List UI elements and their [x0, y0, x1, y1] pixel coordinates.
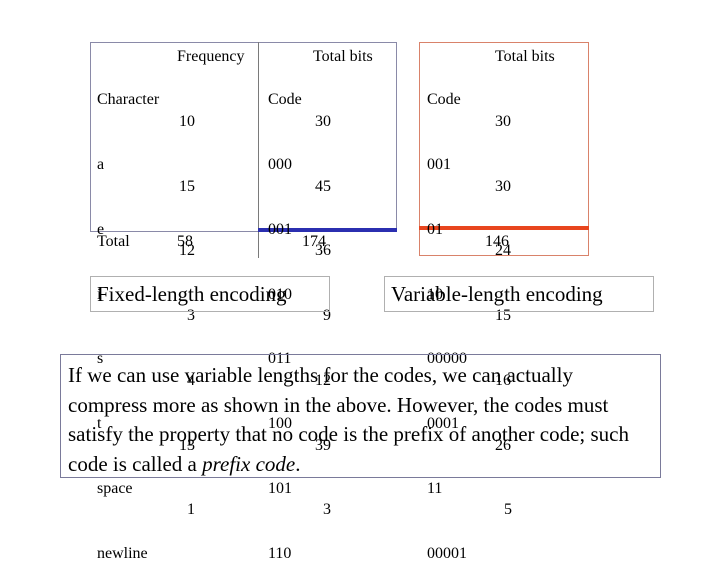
cell-character: e	[97, 220, 105, 238]
fixed-table-divider	[258, 42, 259, 258]
cell-character: t	[97, 415, 102, 433]
note-period: .	[295, 451, 301, 476]
cell-total-bits: 9	[323, 307, 331, 325]
cell-total-bits: 5	[504, 501, 512, 519]
fixed-table-frame	[90, 42, 397, 232]
cell-code: 10	[427, 285, 443, 303]
variable-total-bits: 146	[485, 233, 509, 250]
note-text: If we can use variable lengths for the c…	[68, 363, 629, 476]
cell-code: 11	[427, 479, 443, 497]
cell-code: 001	[427, 155, 451, 173]
cell-frequency: 10	[179, 112, 195, 130]
cell-code: 01	[427, 220, 443, 238]
cell-frequency: 15	[179, 177, 195, 195]
cell-total-bits: 24	[495, 242, 511, 260]
cell-total-bits: 39	[315, 436, 331, 454]
cell-code: 000	[268, 155, 292, 173]
cell-total-bits: 16	[495, 371, 511, 389]
cell-total-bits: 45	[315, 177, 331, 195]
prefix-code-term: prefix code	[202, 451, 296, 476]
cell-frequency: 12	[179, 242, 195, 260]
total-frequency: 58	[177, 233, 193, 250]
explanation-note: If we can use variable lengths for the c…	[60, 354, 661, 478]
cell-total-bits: 3	[323, 501, 331, 519]
cell-frequency: 13	[179, 436, 195, 454]
cell-code: 00001	[427, 544, 467, 562]
fixed-bits-column: 30 45 36 9 12 39 3	[300, 68, 331, 543]
cell-frequency: 4	[187, 371, 195, 389]
cell-total-bits: 26	[495, 436, 511, 454]
cell-code: 001	[268, 220, 292, 238]
cell-code: 110	[268, 544, 292, 562]
fixed-length-label: Fixed-length encoding	[90, 276, 330, 312]
variable-table-rule	[419, 226, 589, 230]
cell-code: 0001	[427, 415, 459, 433]
variable-length-label: Variable-length encoding	[384, 276, 654, 312]
character-column: Character a e i s t space newline	[97, 46, 159, 586]
header-code: Code	[268, 91, 302, 109]
variable-bits-column: 30 30 24 15 16 26 5	[495, 68, 512, 543]
fixed-total-bits: 174	[302, 233, 326, 250]
header-character: Character	[97, 91, 160, 109]
cell-character: s	[97, 350, 104, 368]
variable-table-frame	[419, 42, 589, 256]
cell-total-bits: 36	[315, 242, 331, 260]
header-total-bits: Total bits	[313, 48, 373, 65]
frequency-column: 10 15 12 3 4 13 1	[160, 68, 195, 543]
cell-total-bits: 30	[495, 112, 511, 130]
cell-character: i	[97, 285, 102, 303]
total-label: Total	[97, 233, 130, 250]
cell-total-bits: 12	[315, 371, 331, 389]
cell-character: newline	[97, 544, 148, 562]
cell-code: 010	[268, 285, 292, 303]
cell-character: a	[97, 155, 105, 173]
cell-total-bits: 30	[315, 112, 331, 130]
cell-total-bits: 30	[495, 177, 511, 195]
header-frequency: Frequency	[177, 48, 245, 65]
variable-code-column: Code 001 01 10 00000 0001 11 00001	[427, 46, 467, 586]
header-code: Code	[427, 91, 461, 109]
fixed-table-rule	[258, 228, 397, 232]
cell-frequency: 1	[187, 501, 195, 519]
header-total-bits: Total bits	[495, 48, 555, 65]
cell-code: 101	[268, 479, 292, 497]
cell-code: 100	[268, 415, 292, 433]
cell-character: space	[97, 479, 133, 497]
cell-frequency: 3	[187, 307, 195, 325]
fixed-code-column: Code 000 001 010 011 100 101 110	[268, 46, 302, 586]
